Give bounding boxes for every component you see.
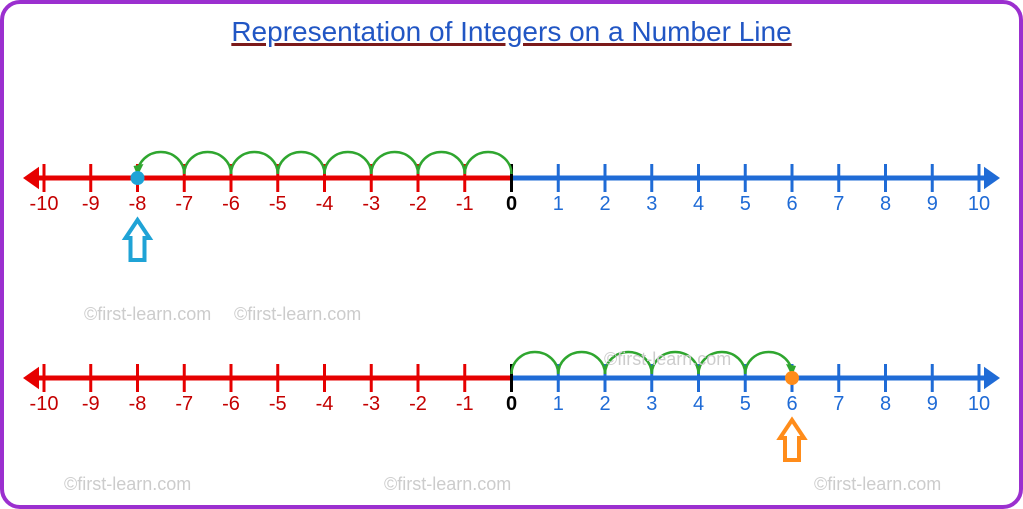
svg-text:-5: -5 [269, 393, 287, 415]
svg-text:3: 3 [646, 193, 657, 215]
number-lines-canvas: -10-9-8-7-6-5-4-3-2-1012345678910-10-9-8… [4, 48, 1019, 508]
svg-text:-10: -10 [30, 193, 59, 215]
diagram-frame: Representation of Integers on a Number L… [0, 0, 1023, 509]
result-dot [131, 171, 145, 185]
svg-text:5: 5 [740, 193, 751, 215]
svg-text:10: 10 [968, 393, 990, 415]
svg-text:-4: -4 [316, 193, 334, 215]
svg-text:1: 1 [553, 193, 564, 215]
svg-text:-7: -7 [175, 393, 193, 415]
svg-text:-3: -3 [362, 393, 380, 415]
svg-text:1: 1 [553, 393, 564, 415]
svg-text:7: 7 [833, 193, 844, 215]
svg-text:9: 9 [927, 393, 938, 415]
result-dot [785, 371, 799, 385]
svg-text:9: 9 [927, 193, 938, 215]
svg-text:5: 5 [740, 393, 751, 415]
svg-text:0: 0 [506, 193, 517, 215]
svg-text:10: 10 [968, 193, 990, 215]
svg-text:-8: -8 [129, 193, 147, 215]
svg-text:-5: -5 [269, 193, 287, 215]
svg-text:0: 0 [506, 393, 517, 415]
svg-text:2: 2 [599, 393, 610, 415]
svg-text:-7: -7 [175, 193, 193, 215]
svg-text:-2: -2 [409, 193, 427, 215]
svg-text:-6: -6 [222, 193, 240, 215]
svg-text:-4: -4 [316, 393, 334, 415]
svg-text:-6: -6 [222, 393, 240, 415]
svg-text:8: 8 [880, 393, 891, 415]
svg-text:3: 3 [646, 393, 657, 415]
indicator-arrow [780, 420, 804, 460]
svg-text:4: 4 [693, 393, 704, 415]
svg-text:-1: -1 [456, 193, 474, 215]
svg-text:8: 8 [880, 193, 891, 215]
diagram-title: Representation of Integers on a Number L… [4, 16, 1019, 48]
svg-text:-9: -9 [82, 393, 100, 415]
svg-text:6: 6 [786, 393, 797, 415]
svg-text:-3: -3 [362, 193, 380, 215]
svg-text:-10: -10 [30, 393, 59, 415]
svg-text:4: 4 [693, 193, 704, 215]
svg-text:-1: -1 [456, 393, 474, 415]
svg-text:6: 6 [786, 193, 797, 215]
svg-text:-8: -8 [129, 393, 147, 415]
svg-text:7: 7 [833, 393, 844, 415]
svg-text:-2: -2 [409, 393, 427, 415]
svg-text:2: 2 [599, 193, 610, 215]
indicator-arrow [126, 220, 150, 260]
svg-text:-9: -9 [82, 193, 100, 215]
